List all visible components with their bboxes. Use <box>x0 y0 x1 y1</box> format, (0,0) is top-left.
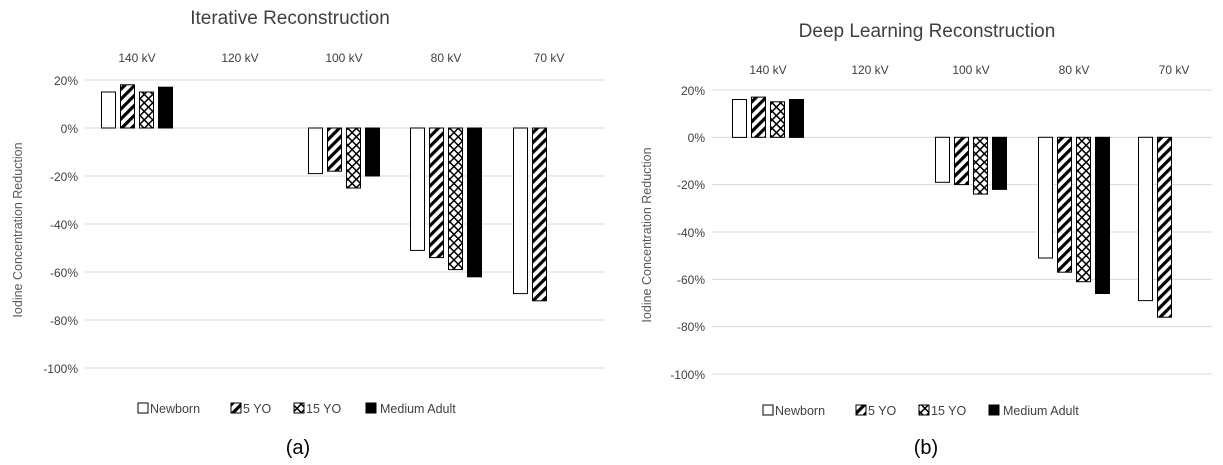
bar <box>751 96 766 138</box>
legend-label: Medium Adult <box>380 402 456 416</box>
bar-group <box>101 84 547 302</box>
y-tick-label: -60% <box>50 266 78 280</box>
legend-item: 15 YO <box>293 402 341 416</box>
category-label: 80 kV <box>431 51 462 65</box>
legend-item: Newborn <box>762 404 825 418</box>
bar <box>365 127 380 177</box>
category-label: 80 kV <box>1059 63 1090 77</box>
bar <box>429 127 444 259</box>
bar <box>346 127 361 189</box>
bar <box>532 127 547 302</box>
legend-label: 15 YO <box>306 402 341 416</box>
y-tick-label: -100% <box>670 368 705 382</box>
bar <box>1138 136 1153 302</box>
bar <box>789 99 804 138</box>
y-axis-ticks: 20% 0% -20% -40% -60% -80% -100% <box>43 74 78 376</box>
y-tick-label: -20% <box>50 170 78 184</box>
bar <box>973 136 988 195</box>
category-label: 70 kV <box>1159 63 1190 77</box>
category-label: 100 kV <box>325 51 362 65</box>
panel-caption: (b) <box>914 437 938 459</box>
y-axis-label: Iodine Concentration Reduction <box>11 142 25 317</box>
bar <box>448 127 463 271</box>
y-tick-label: -80% <box>50 314 78 328</box>
y-tick-label: -80% <box>677 320 705 334</box>
legend-item: Medium Adult <box>988 404 1079 418</box>
bar <box>467 127 482 278</box>
y-tick-label: 20% <box>54 74 78 88</box>
legend-swatch <box>762 404 774 416</box>
category-label: 140 kV <box>118 51 155 65</box>
legend: Newborn 5 YO 15 YO Medium Adult <box>137 402 456 416</box>
bar <box>992 136 1007 190</box>
y-axis-label: Iodine Concentration Reduction <box>640 147 654 322</box>
legend-label: 5 YO <box>868 404 897 418</box>
y-tick-label: -60% <box>677 273 705 287</box>
category-labels: 140 kV 120 kV 100 kV 80 kV 70 kV <box>118 51 564 65</box>
chart-title: Iterative Reconstruction <box>190 8 390 29</box>
legend-label: Medium Adult <box>1003 404 1079 418</box>
legend-label: Newborn <box>150 402 200 416</box>
legend-swatch <box>918 404 930 416</box>
y-tick-label: -40% <box>677 226 705 240</box>
legend-swatch <box>137 402 149 414</box>
y-tick-label: 0% <box>688 131 706 145</box>
legend-item: 5 YO <box>230 402 272 416</box>
category-label: 70 kV <box>534 51 565 65</box>
legend-item: Medium Adult <box>365 402 456 416</box>
bar <box>101 91 116 129</box>
legend-swatch <box>230 402 242 414</box>
legend-label: 15 YO <box>931 404 966 418</box>
legend-item: Newborn <box>137 402 200 416</box>
bar <box>308 127 323 175</box>
legend-swatch <box>855 404 867 416</box>
bar <box>410 127 425 251</box>
legend-label: 5 YO <box>243 402 272 416</box>
bar <box>770 101 785 138</box>
legend: Newborn 5 YO 15 YO Medium Adult <box>762 404 1079 418</box>
bar <box>1057 136 1072 273</box>
bar <box>954 136 969 186</box>
y-tick-label: -100% <box>43 362 78 376</box>
legend-swatch <box>293 402 305 414</box>
bar <box>327 127 342 172</box>
category-label: 120 kV <box>851 63 888 77</box>
legend-item: 15 YO <box>918 404 966 418</box>
legend-swatch <box>365 402 377 414</box>
bar <box>1038 136 1053 259</box>
category-label: 120 kV <box>221 51 258 65</box>
gridlines <box>712 89 1212 375</box>
y-tick-label: -40% <box>50 218 78 232</box>
bar <box>1157 136 1172 318</box>
y-tick-label: 20% <box>681 84 705 98</box>
category-label: 100 kV <box>952 63 989 77</box>
y-tick-label: 0% <box>61 122 79 136</box>
bar <box>513 127 528 295</box>
bar <box>732 99 747 138</box>
y-axis-ticks: 20% 0% -20% -40% -60% -80% -100% <box>670 84 705 382</box>
bar <box>120 84 135 129</box>
bar <box>158 86 173 129</box>
legend-item: 5 YO <box>855 404 897 418</box>
chart-panel-a: Iterative Reconstruction 140 kV 120 kV 1… <box>11 8 605 459</box>
bar <box>1095 136 1110 294</box>
category-label: 140 kV <box>749 63 786 77</box>
bar <box>139 91 154 129</box>
y-tick-label: -20% <box>677 178 705 192</box>
bar-group <box>732 96 1172 318</box>
legend-swatch <box>988 404 1000 416</box>
bar <box>935 136 950 183</box>
bar <box>1076 136 1091 283</box>
chart-title: Deep Learning Reconstruction <box>799 21 1056 42</box>
chart-panel-b: Deep Learning Reconstruction 140 kV 120 … <box>640 21 1212 459</box>
category-labels: 140 kV 120 kV 100 kV 80 kV 70 kV <box>749 63 1189 77</box>
panel-caption: (a) <box>286 437 310 459</box>
legend-label: Newborn <box>775 404 825 418</box>
